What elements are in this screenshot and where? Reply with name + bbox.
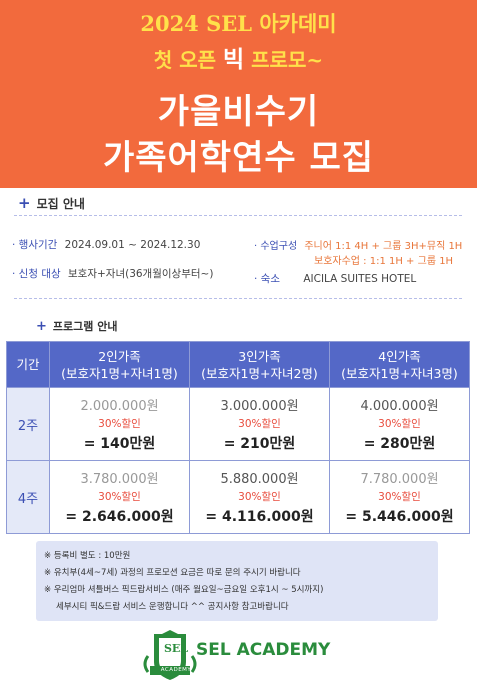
header-family-2: 2인가족 (보호자1명+자녀1명) — [49, 341, 190, 388]
plus-icon: + — [18, 194, 31, 212]
class-structure-parent: 보호자수업 : 1:1 1H + 그룹 1H — [314, 256, 454, 267]
period-cell: 2주 — [6, 387, 50, 461]
table-row: 2주 2.000.000원 30%할인 = 140만원 3.000.000원 3… — [6, 387, 470, 461]
recruit-heading: + 모집 안내 — [18, 194, 85, 212]
hero-line-1: 2024 SEL 아카데미 — [140, 11, 337, 36]
hero-line-2-pre: 첫 오픈 — [153, 48, 224, 72]
plus-icon: + — [36, 319, 47, 334]
hero-line-2: 첫 오픈 빅 프로모~ — [0, 40, 477, 74]
period-cell: 4주 — [6, 460, 50, 534]
hero-line-2-big: 빅 — [223, 46, 245, 73]
event-period: · 행사기간 2024.09.01 ~ 2024.12.30 — [12, 239, 201, 251]
header-family-4: 4인가족 (보호자1명+자녀3명) — [329, 341, 470, 388]
price-table: 기간 2인가족 (보호자1명+자녀1명) 3인가족 (보호자1명+자녀2명) 4인가… — [6, 341, 470, 534]
academy-emblem-icon — [143, 630, 197, 680]
price-cell: 4.000.000원 30%할인 = 280만원 — [329, 387, 470, 461]
hero-banner: 2024 SEL 아카데미 첫 오픈 빅 프로모~ 가을비수기 가족어학연수 모… — [0, 0, 477, 188]
header-period: 기간 — [6, 341, 50, 388]
program-heading: + 프로그램 안내 — [36, 319, 118, 334]
table-header-row: 기간 2인가족 (보호자1명+자녀1명) 3인가족 (보호자1명+자녀2명) 4인가… — [6, 341, 470, 388]
note-line: ※ 유치부(4세~7세) 과정의 프로모션 요금은 따로 문의 주시기 바랍니다 — [44, 568, 301, 578]
price-cell: 2.000.000원 30%할인 = 140만원 — [49, 387, 190, 461]
emblem-text: SEL — [163, 642, 189, 655]
hero-line-2-post: 프로모~ — [244, 48, 324, 72]
table-row: 4주 3.780.000원 30%할인 = 2.646.000원 5.880.0… — [6, 460, 470, 534]
divider — [14, 298, 462, 299]
header-family-3: 3인가족 (보호자1명+자녀2명) — [189, 341, 330, 388]
hero-title-1: 가을비수기 — [157, 92, 320, 132]
note-line: ※ 우리엄마 셔틀버스 픽드랍서비스 (매주 월요일~금요일 오후1시 ~ 5시… — [44, 585, 324, 595]
notes-box: ※ 등록비 별도 : 10만원 ※ 유치부(4세~7세) 과정의 프로모션 요금… — [36, 541, 438, 621]
price-cell: 5.880.000원 30%할인 = 4.116.000원 — [189, 460, 330, 534]
hotel: · 숙소 AICILA SUITES HOTEL — [254, 273, 417, 285]
note-line: ※ 등록비 별도 : 10만원 — [44, 551, 131, 561]
price-cell: 7.780.000원 30%할인 = 5.446.000원 — [329, 460, 470, 534]
emblem-ribbon: ACADEMY — [160, 667, 192, 673]
class-structure: · 수업구성 주니어 1:1 4H + 그룹 3H+뮤직 1H — [254, 241, 463, 252]
price-cell: 3.780.000원 30%할인 = 2.646.000원 — [49, 460, 190, 534]
price-cell: 3.000.000원 30%할인 = 210만원 — [189, 387, 330, 461]
note-line: 세부시티 픽&드랍 서비스 운행합니다 ^^ 공지사항 참고바랍니다 — [56, 602, 289, 612]
hero-title-2: 가족어학연수 모집 — [102, 138, 375, 178]
logo-name: SEL ACADEMY — [196, 640, 331, 660]
apply-target: · 신청 대상 보호자+자녀(36개월이상부터~) — [12, 268, 214, 280]
divider — [14, 215, 462, 216]
